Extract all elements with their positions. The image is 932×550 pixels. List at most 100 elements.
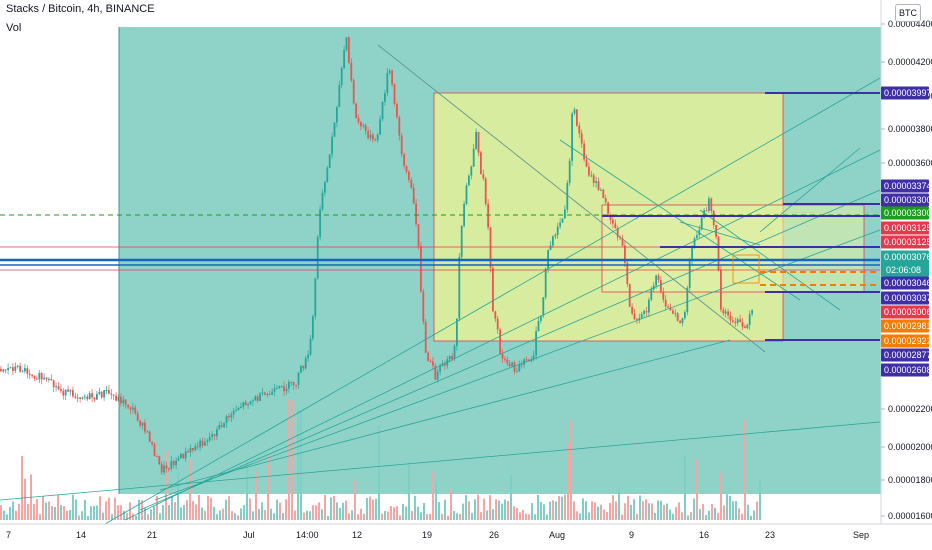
candle-body: [458, 257, 461, 319]
volume-bar: [279, 502, 281, 520]
volume-bar: [435, 481, 437, 520]
volume-bar: [219, 510, 221, 520]
volume-bar: [351, 510, 353, 520]
volume-bar: [510, 474, 512, 520]
candle-body: [554, 234, 557, 237]
candle-body: [259, 393, 261, 401]
volume-bar: [108, 497, 110, 520]
candle-body: [741, 322, 744, 327]
candle-body: [177, 458, 180, 461]
price-label-tag: [881, 305, 929, 319]
y-tick-label: 0.00004200: [888, 57, 932, 67]
volume-bar: [153, 506, 155, 520]
price-label-text: 0.00003037: [884, 293, 932, 303]
candle-body: [619, 237, 621, 239]
candle-body: [393, 84, 396, 104]
candle-body: [86, 396, 89, 400]
volume-bar: [630, 504, 632, 520]
candle-body: [472, 148, 475, 167]
volume-indicator-label: Vol: [6, 22, 22, 34]
candle-body: [338, 85, 341, 108]
volume-bar: [723, 505, 725, 520]
volume-bar: [468, 501, 470, 520]
candle-body: [16, 365, 19, 367]
candle-body: [312, 316, 314, 339]
volume-bar: [285, 499, 287, 520]
candle-body: [516, 371, 518, 373]
volume-bar: [636, 513, 638, 520]
volume-bar: [489, 495, 491, 520]
candle-body: [482, 174, 485, 179]
volume-bar: [102, 512, 104, 520]
candle-body: [746, 324, 749, 329]
candle-body: [566, 182, 569, 210]
volume-bar: [72, 494, 74, 520]
currency-badge[interactable]: BTC: [895, 4, 921, 22]
candle-body: [153, 443, 156, 456]
volume-bar: [525, 513, 527, 520]
volume-bar: [666, 503, 668, 520]
volume-bar: [519, 512, 521, 520]
candle-body: [175, 460, 177, 466]
volume-bar: [237, 515, 239, 520]
candle-body: [484, 178, 487, 204]
candle-body: [364, 125, 367, 131]
volume-bar: [75, 499, 77, 520]
candle-body: [256, 396, 259, 401]
volume-bar: [579, 513, 581, 520]
volume-bar: [474, 499, 476, 520]
y-tick-label: 0.00001800: [888, 475, 932, 485]
candle-body: [597, 181, 600, 190]
candle-body: [285, 388, 288, 392]
candle-body: [628, 283, 631, 307]
volume-bar: [642, 501, 644, 520]
volume-bar: [624, 503, 626, 520]
candle-body: [7, 367, 9, 370]
candle-body: [556, 226, 559, 235]
x-tick-label: 21: [147, 530, 157, 540]
volume-bar: [426, 513, 428, 520]
x-tick-label: Jul: [243, 530, 255, 540]
candle-body: [739, 319, 741, 323]
volume-bar: [0, 505, 2, 520]
candle-body: [360, 122, 362, 127]
volume-bar: [417, 506, 419, 520]
candle-body: [542, 297, 545, 316]
candle-body: [600, 189, 602, 191]
volume-bar: [597, 506, 599, 520]
volume-bar: [462, 503, 464, 520]
volume-bar: [282, 512, 284, 520]
candle-body: [604, 197, 607, 203]
volume-bar: [144, 508, 146, 520]
candle-body: [117, 396, 120, 401]
volume-bar: [234, 513, 236, 520]
volume-bar: [177, 472, 179, 520]
volume-bar: [471, 513, 473, 520]
candle-body: [607, 202, 609, 214]
price-label-text: 0.00003300: [884, 195, 932, 205]
volume-bar: [249, 498, 251, 520]
volume-bar: [621, 514, 623, 520]
candle-body: [148, 431, 151, 442]
candle-body: [645, 311, 648, 313]
candle-body: [28, 373, 31, 376]
candle-body: [24, 368, 26, 372]
volume-bar: [522, 509, 524, 520]
candle-body: [230, 414, 233, 418]
candle-body: [45, 377, 48, 380]
volume-bar: [12, 501, 14, 520]
y-tick-label: 0.00003600: [888, 158, 932, 168]
volume-bar: [549, 501, 551, 520]
volume-bar: [693, 498, 695, 520]
volume-bar: [222, 508, 224, 520]
candle-body: [9, 367, 12, 369]
candle-body: [268, 394, 271, 396]
candle-body: [33, 375, 36, 379]
volume-bar: [537, 495, 539, 520]
candle-body: [144, 422, 146, 432]
volume-bar: [534, 514, 536, 520]
candle-body: [100, 391, 103, 398]
volume-bar: [441, 513, 443, 520]
